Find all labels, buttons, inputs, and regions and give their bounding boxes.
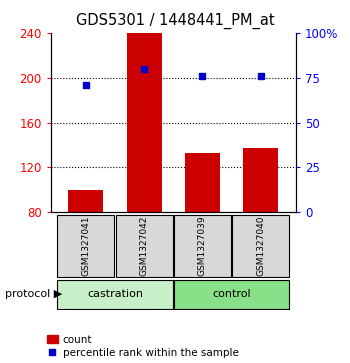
Text: GSM1327041: GSM1327041	[81, 216, 90, 276]
Bar	[174, 215, 231, 277]
Bar	[57, 280, 173, 309]
Text: GDS5301 / 1448441_PM_at: GDS5301 / 1448441_PM_at	[76, 13, 274, 29]
Text: control: control	[212, 289, 251, 299]
Bar	[185, 153, 220, 212]
Bar	[243, 148, 278, 212]
Text: protocol ▶: protocol ▶	[5, 289, 63, 299]
Bar	[116, 215, 173, 277]
Text: GSM1327039: GSM1327039	[198, 216, 207, 276]
Text: GSM1327042: GSM1327042	[140, 216, 149, 276]
Text: castration: castration	[87, 289, 143, 299]
Bar	[127, 33, 162, 212]
Bar	[174, 280, 289, 309]
Bar	[57, 215, 114, 277]
Bar	[68, 190, 103, 212]
Text: GSM1327040: GSM1327040	[256, 216, 265, 276]
Bar	[232, 215, 289, 277]
Legend: count, percentile rank within the sample: count, percentile rank within the sample	[47, 335, 239, 358]
